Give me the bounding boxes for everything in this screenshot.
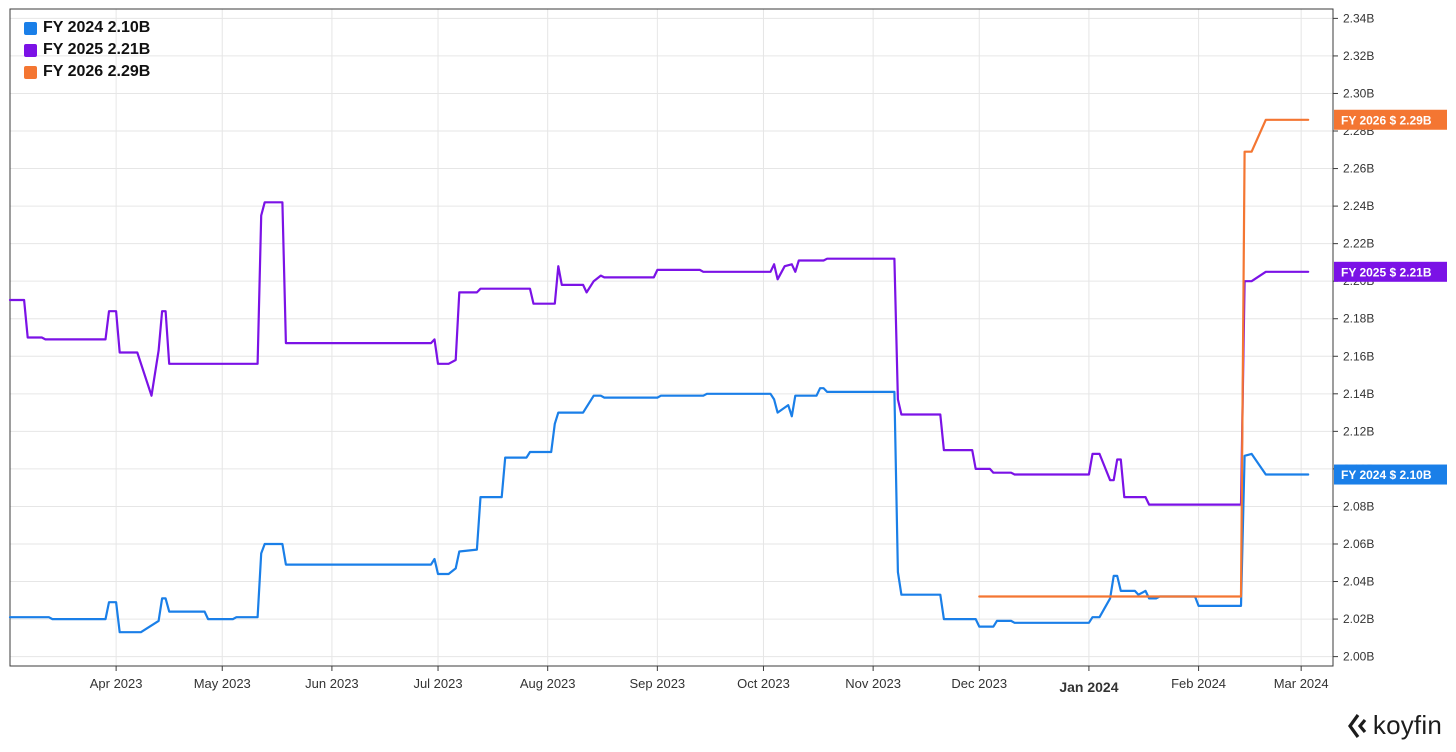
x-tick-label: Nov 2023 (845, 676, 901, 691)
gridlines (10, 9, 1333, 666)
x-tick-label: Aug 2023 (520, 676, 576, 691)
series-lines (8, 118, 1310, 634)
legend-value: 2.21B (107, 41, 151, 58)
y-tick-label: 2.32B (1343, 49, 1374, 63)
x-tick-label: Feb 2024 (1171, 676, 1226, 691)
x-axis: Apr 2023 May 2023 Jun 2023 Jul 2023 Aug 2023… (90, 666, 1329, 695)
end-label-fy2025: FY 2025 $ 2.21B (1334, 261, 1447, 282)
legend-item-fy2024[interactable]: FY 2024 2.10B (24, 17, 150, 39)
plot-area (9, 8, 1334, 667)
y-tick-label: 2.12B (1343, 424, 1374, 438)
x-tick-label: Jul 2023 (413, 676, 462, 691)
x-tick-label: Apr 2023 (90, 676, 143, 691)
y-tick-label: 2.22B (1343, 237, 1374, 251)
y-tick-label: 2.34B (1343, 11, 1374, 25)
legend-label: FY 2024 (43, 19, 104, 36)
end-value-labels: FY 2026 $ 2.29B FY 2025 $ 2.21B FY 2024 $ … (1334, 109, 1447, 485)
x-tick-label: Oct 2023 (737, 676, 790, 691)
y-tick-label: 2.14B (1343, 387, 1374, 401)
y-tick-label: 2.06B (1343, 537, 1374, 551)
brand-logo: koyfin (1347, 710, 1442, 741)
y-tick-label: 2.16B (1343, 349, 1374, 363)
y-tick-label: 2.30B (1343, 86, 1374, 100)
brand-name: koyfin (1372, 710, 1442, 740)
y-tick-label: 2.04B (1343, 575, 1374, 589)
end-label-box (1334, 261, 1447, 282)
y-tick-label: 2.00B (1343, 650, 1374, 664)
end-label-fy2026: FY 2026 $ 2.29B (1334, 109, 1447, 130)
x-tick-label: Dec 2023 (951, 676, 1007, 691)
legend-item-fy2026[interactable]: FY 2026 2.29B (24, 61, 150, 83)
y-tick-label: 2.02B (1343, 612, 1374, 626)
koyfin-logo-icon (1347, 713, 1367, 738)
legend-label: FY 2025 (43, 41, 104, 58)
y-tick-label: 2.18B (1343, 312, 1374, 326)
legend-label: FY 2026 (43, 63, 104, 80)
x-tick-label: Mar 2024 (1274, 676, 1329, 691)
series-line-fy2024 (8, 387, 1310, 634)
series-line-fy2026 (978, 118, 1310, 598)
x-tick-label: May 2023 (194, 676, 251, 691)
legend-value: 2.29B (107, 63, 151, 80)
legend-item-fy2025[interactable]: FY 2025 2.21B (24, 39, 150, 61)
y-tick-label: 2.24B (1343, 199, 1374, 213)
end-label-text: FY 2026 $ 2.29B (1341, 113, 1432, 127)
end-label-box (1334, 464, 1447, 485)
end-label-text: FY 2024 $ 2.10B (1341, 468, 1432, 482)
y-tick-label: 2.26B (1343, 162, 1374, 176)
end-label-box (1334, 109, 1447, 130)
y-axis: 2.00B2.02B2.04B2.06B2.08B2.10B2.12B2.14B… (1333, 11, 1374, 664)
legend-swatch-fy2025 (24, 43, 37, 57)
legend-value: 2.10B (107, 19, 151, 36)
y-tick-label: 2.08B (1343, 499, 1374, 513)
end-label-fy2024: FY 2024 $ 2.10B (1334, 464, 1447, 485)
x-tick-label: Jun 2023 (305, 676, 359, 691)
legend-swatch-fy2026 (24, 65, 37, 79)
x-tick-label: Jan 2024 (1059, 679, 1118, 695)
legend: FY 2024 2.10B FY 2025 2.21B FY 2026 2.29… (24, 17, 150, 83)
x-tick-label: Sep 2023 (630, 676, 686, 691)
series-line-fy2025 (8, 201, 1310, 506)
end-label-text: FY 2025 $ 2.21B (1341, 265, 1432, 279)
legend-swatch-fy2024 (24, 21, 37, 35)
